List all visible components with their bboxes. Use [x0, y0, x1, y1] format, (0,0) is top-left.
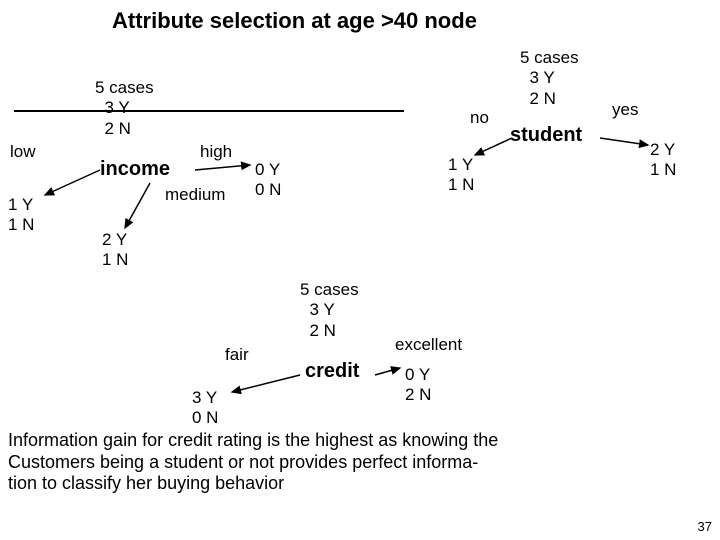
- income-arrow-1: [195, 165, 250, 170]
- income-arrow-0: [45, 170, 100, 195]
- credit-arrow-0: [232, 375, 300, 392]
- income-arrow-2: [125, 183, 150, 228]
- arrows-layer: [0, 0, 720, 540]
- credit-arrow-1: [375, 368, 400, 375]
- student-arrow-0: [475, 138, 512, 155]
- student-arrow-1: [600, 138, 648, 145]
